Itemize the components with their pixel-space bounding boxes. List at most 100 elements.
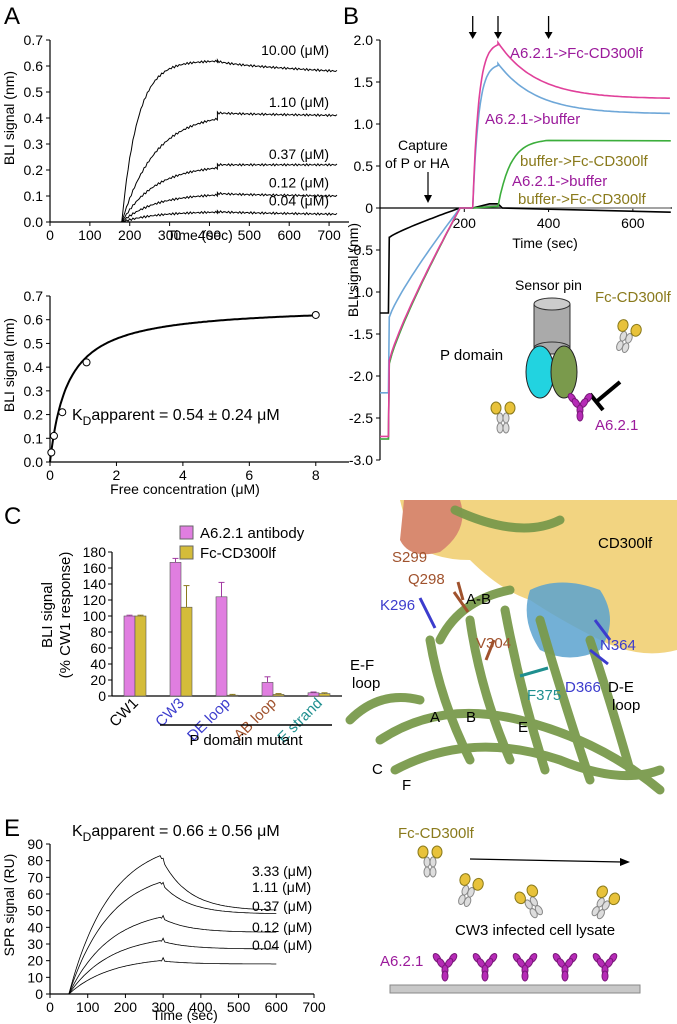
b-y-tick-label: -1.5 — [349, 326, 373, 342]
e-y-tick-label: 60 — [27, 886, 43, 902]
a-top-y-tick-label: 0.3 — [24, 136, 44, 152]
cd300lf-domain — [504, 401, 516, 415]
d-blue-sticks — [418, 597, 612, 666]
a-bot-x-tick-label: 2 — [113, 467, 121, 483]
a-bot-y-tick-label: 0.3 — [24, 383, 44, 399]
a-bot-fit-curve — [49, 314, 315, 463]
a-top-xlabel: Time (sec) — [167, 227, 233, 243]
antibody-domain — [561, 970, 569, 982]
a-top-curve — [121, 162, 338, 223]
a-top-y-tick-label: 0.4 — [24, 110, 44, 126]
b-p-domain-label: P domain — [440, 347, 503, 364]
b-label-a621-buffer: A6.2.1->buffer — [485, 111, 580, 128]
e-series-label: 0.04 (μM) — [252, 937, 312, 953]
a-bot-y-tick-label: 0.4 — [24, 359, 44, 375]
e-series-label: 3.33 (μM) — [252, 863, 312, 879]
panel-letter-b: B — [343, 3, 359, 30]
c-bar — [134, 615, 147, 697]
a-top-y-tick-label: 0.7 — [24, 32, 44, 48]
panel-e-spr-chart: 0 100 200 300 400 500 600 700 010203040506070809… — [1, 823, 326, 1023]
p-domain-cyan — [525, 345, 555, 399]
d-strand-f: F — [402, 777, 411, 794]
e-x-tick-label: 300 — [151, 999, 175, 1015]
e-y-tick-label: 20 — [27, 953, 43, 969]
c-y-tick-label: 140 — [83, 576, 107, 592]
fc-chain — [496, 412, 504, 424]
b-y-tick-label: -1.0 — [349, 284, 373, 300]
e-series-label: 0.12 (μM) — [252, 919, 312, 935]
fc-chain — [621, 342, 630, 354]
c-y-tick-label: 20 — [90, 672, 106, 688]
a-top-x-tick-label: 300 — [158, 227, 182, 243]
cd300lf-domain — [608, 892, 621, 906]
d-salmon-surface — [400, 500, 463, 555]
a-top-series-label: 0.37 (μM) — [269, 146, 329, 162]
d-res-n364: N364 — [600, 637, 636, 654]
c-bar — [272, 694, 285, 697]
d-loop-ef-word: loop — [352, 675, 380, 692]
e-curve — [68, 937, 277, 995]
e-fc-mol — [458, 873, 484, 908]
e-x-tick-label: 0 — [46, 999, 54, 1015]
e-fc-molecules — [417, 845, 621, 920]
a-top-curve — [121, 110, 338, 223]
b-fc-top-mol — [616, 319, 642, 354]
a-top-y-tick-label: 0.0 — [24, 214, 44, 230]
e-curve — [68, 881, 277, 995]
e-lysate-label: CW3 infected cell lysate — [455, 922, 615, 939]
c-y-tick-label: 80 — [90, 624, 106, 640]
b-y-tick-label: 1.5 — [354, 74, 374, 90]
d-loop-de: D-E — [608, 679, 634, 696]
a-bot-point — [47, 448, 56, 457]
e-fc-mol — [417, 845, 443, 878]
fc-chain — [596, 909, 605, 920]
a-bot-point — [49, 431, 58, 440]
e-antibody-label: A6.2.1 — [380, 953, 423, 970]
sensor-pin-top — [533, 297, 571, 311]
c-legend-a621: A6.2.1 antibody — [200, 525, 305, 542]
e-fc-mol — [591, 885, 621, 920]
d-brown-sticks — [452, 581, 496, 661]
a-top-x-tick-label: 200 — [118, 227, 142, 243]
e-x-tick-label: 600 — [265, 999, 289, 1015]
fc-chain — [502, 412, 510, 424]
d-ribbon — [345, 505, 665, 795]
a-top-x-tick-label: 100 — [78, 227, 102, 243]
d-res-f375: F375 — [527, 687, 561, 704]
e-series-label: 0.37 (μM) — [252, 898, 312, 914]
d-res-v304: V304 — [476, 635, 511, 652]
c-bar — [180, 606, 193, 697]
e-x-tick-label: 500 — [227, 999, 251, 1015]
c-bar — [123, 615, 136, 697]
d-loop-ab: A-B — [466, 591, 491, 608]
a-bot-x-tick-label: 6 — [245, 467, 253, 483]
c-group-label: P domain mutant — [189, 732, 303, 749]
d-cd300lf-label: CD300lf — [598, 535, 653, 552]
panel-a-kinetics-chart: 0 100 200 300 400 500 600 700 0.0 0.1 0.2 0.3 0.4 0.5… — [1, 32, 349, 243]
panel-b-bli-chart: 2.0 1.5 1.0 0.5 0 -0.5 -1.0 -1.5 -2.0 -2.5 -3.0 200… — [345, 16, 672, 468]
sensor-pin-body — [533, 303, 571, 349]
b-y-tick-label: -2.0 — [349, 368, 373, 384]
panel-letter-a: A — [4, 3, 20, 30]
b-fc-cd300lf-top — [616, 319, 642, 354]
a-top-series-label: 10.00 (μM) — [261, 42, 329, 58]
e-ab-mol — [552, 953, 578, 982]
b-y-tick-label: -2.5 — [349, 410, 373, 426]
a-top-series-label: 1.10 (μM) — [269, 94, 329, 110]
a-top-y-tick-label: 0.6 — [24, 58, 44, 74]
b-capture-arrow-head — [424, 195, 432, 203]
c-category-label: CW1 — [106, 695, 142, 731]
b-y-tick-label: 0.5 — [354, 158, 374, 174]
b-y-tick-label: 2.0 — [354, 32, 374, 48]
a-top-y-tick-label: 0.2 — [24, 162, 44, 178]
b-x-tick-label: 600 — [621, 215, 645, 231]
c-y-tick-label: 120 — [83, 592, 107, 608]
c-y-tick-label: 40 — [90, 656, 106, 672]
fc-chain — [423, 856, 431, 868]
a-top-curve — [121, 58, 338, 223]
e-antibodies-row — [432, 953, 618, 982]
a-bot-point — [311, 310, 320, 319]
b-curve-lightblue_line — [380, 61, 670, 394]
antibody-domain — [481, 970, 489, 982]
a-top-x-tick-label: 0 — [46, 227, 54, 243]
